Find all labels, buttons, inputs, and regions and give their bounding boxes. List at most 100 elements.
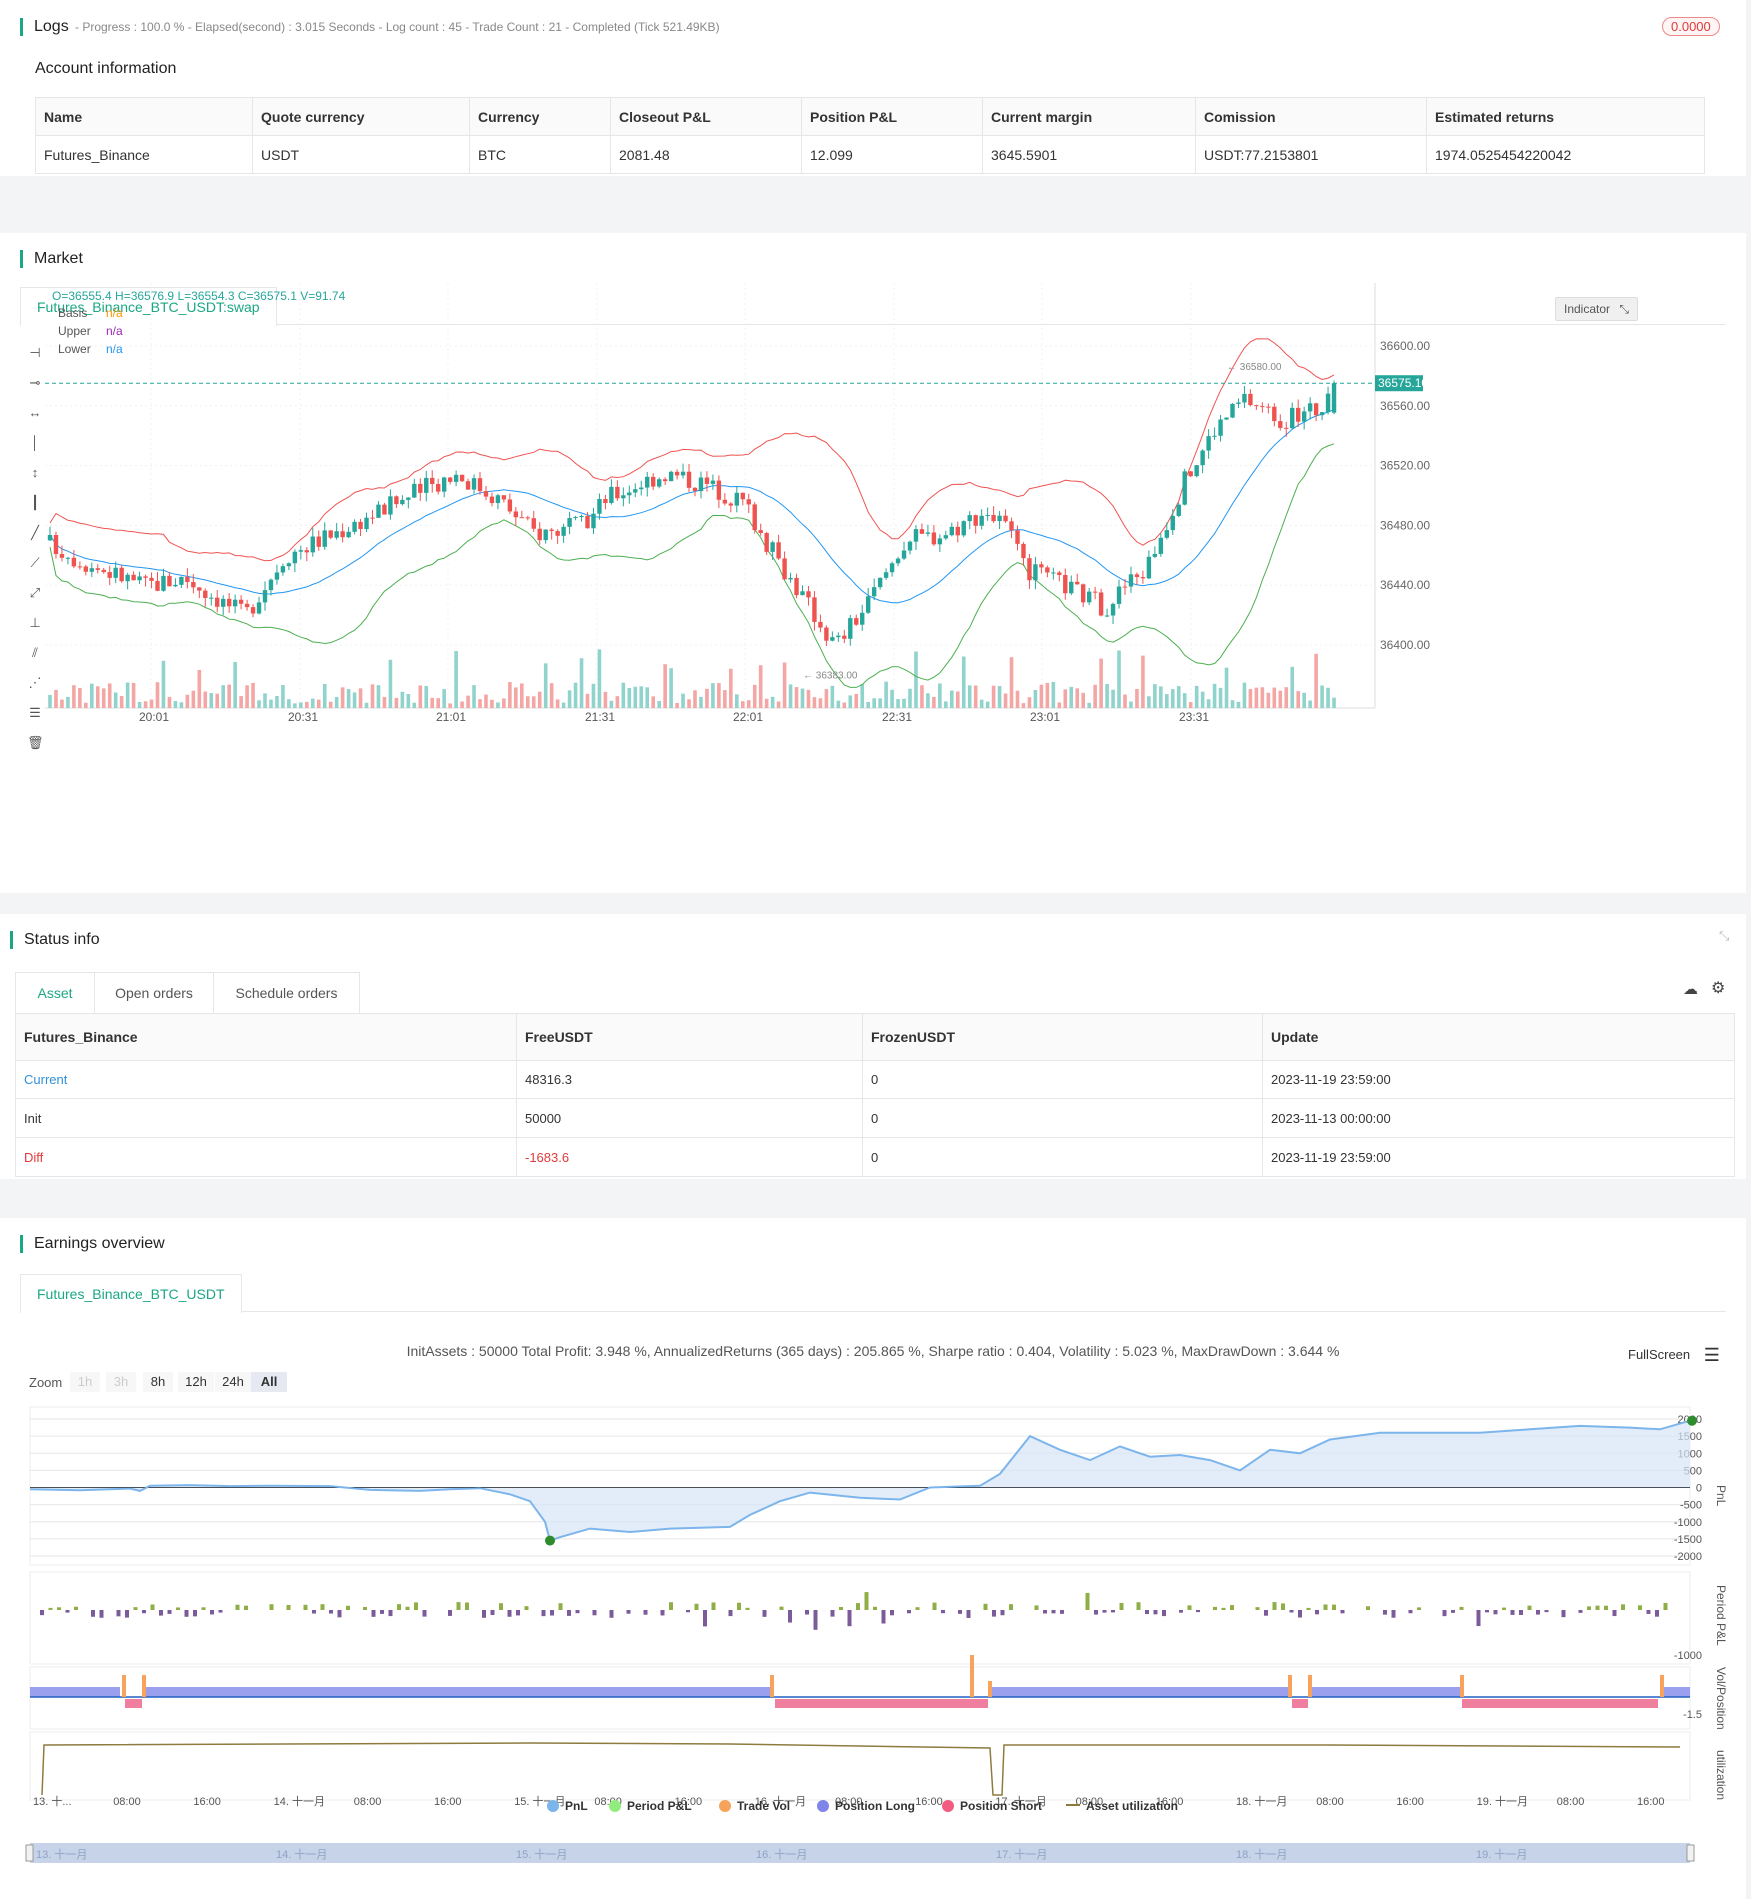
vertical-line-icon[interactable]: │	[30, 435, 40, 450]
volume-bar	[454, 650, 458, 708]
volume-bar	[860, 684, 865, 708]
tab-schedule-orders[interactable]: Schedule orders	[213, 972, 360, 1014]
vertical-ray-icon[interactable]: ↕	[31, 465, 39, 480]
period-bar	[176, 1607, 180, 1610]
legend-marker	[547, 1800, 559, 1812]
segment-line-icon[interactable]: ⤢	[29, 585, 41, 600]
candle-body	[513, 511, 519, 518]
candle-body	[537, 528, 542, 541]
tab-market-symbol[interactable]: Futures_Binance_BTC_USDT:swap	[20, 287, 277, 326]
period-bar	[643, 1610, 648, 1615]
price-line-icon[interactable]: ⊥	[29, 615, 41, 630]
tab-open-orders[interactable]: Open orders	[94, 972, 214, 1014]
candle-body	[215, 597, 220, 607]
candle-body	[1260, 406, 1265, 408]
volume-bar	[758, 665, 763, 708]
zoom-all[interactable]: All	[251, 1372, 287, 1392]
candle-body	[525, 517, 530, 519]
zoom-1h[interactable]: 1h	[70, 1372, 100, 1392]
volume-bar	[1051, 682, 1056, 708]
volume-bar	[675, 702, 679, 708]
period-tick: -1000	[1674, 1650, 1702, 1662]
expand-icon: ⤡	[1619, 302, 1629, 316]
period-bar	[779, 1606, 784, 1610]
legend-upper: Upper n/a	[58, 324, 123, 338]
period-bar	[1527, 1605, 1532, 1610]
trash-icon[interactable]: 🗑	[27, 735, 44, 750]
candle-body	[680, 471, 686, 476]
row-label-diff: Diff	[15, 1137, 517, 1177]
volume-bar	[806, 689, 811, 708]
fullscreen-button[interactable]: FullScreen ☰	[1628, 1345, 1720, 1366]
candle-body	[203, 590, 208, 598]
volume-bar	[287, 699, 291, 708]
fib-icon[interactable]: ⋰	[28, 675, 42, 690]
earnings-chart[interactable]: 2000150010005000-500-1000-1500-2000PnL-1…	[0, 1405, 1751, 1895]
period-frame	[29, 1571, 1691, 1665]
time-axis-tick: 16:00	[915, 1796, 943, 1808]
zoom-24h[interactable]: 24h	[215, 1372, 251, 1392]
candle-body	[197, 587, 202, 591]
candle-body	[1158, 537, 1164, 554]
volume-bar	[125, 682, 130, 708]
fib-levels-icon[interactable]: ☰	[29, 705, 41, 720]
volume-bar	[161, 660, 166, 708]
menu-icon[interactable]: ☰	[1703, 1345, 1720, 1365]
collapse-icon[interactable]: ⤡	[1719, 928, 1730, 943]
volume-bar	[442, 689, 446, 708]
candle-body	[107, 572, 112, 578]
horizontal-ray-icon[interactable]: ⊸	[29, 375, 41, 390]
ray-line-icon[interactable]: ⟋	[30, 555, 40, 570]
horizontal-segment-icon[interactable]: ↔	[28, 405, 42, 420]
candle-body	[1176, 504, 1181, 516]
vertical-segment-icon[interactable]: ┃	[31, 495, 39, 510]
trade-vol-bar	[988, 1681, 992, 1697]
period-bar	[856, 1603, 860, 1610]
candle-body	[185, 576, 190, 583]
navigator-range	[30, 1843, 1690, 1863]
volume-bar	[233, 662, 237, 708]
zoom-3h[interactable]: 3h	[106, 1372, 136, 1392]
trend-line-icon[interactable]: ╱	[31, 525, 39, 540]
time-axis-tick: 16:00	[434, 1796, 462, 1808]
candle-body	[250, 607, 256, 614]
candle-body	[507, 499, 513, 512]
candle-body	[310, 536, 315, 553]
candle-body	[913, 529, 919, 542]
asset-header-row: Futures_Binance FreeUSDT FrozenUSDT Upda…	[15, 1013, 1735, 1061]
tab-earnings-symbol[interactable]: Futures_Binance_BTC_USDT	[20, 1274, 242, 1313]
period-bar	[1451, 1610, 1455, 1613]
zoom-12h[interactable]: 12h	[178, 1372, 214, 1392]
period-bar	[159, 1610, 163, 1616]
volume-bar	[137, 701, 142, 708]
indicator-button[interactable]: Indicator ⤡	[1555, 297, 1638, 321]
period-bar	[1298, 1610, 1302, 1618]
parallel-channel-icon[interactable]: ⫽	[32, 645, 38, 660]
settings-icon[interactable]: ⚙	[1711, 980, 1726, 997]
candle-body	[406, 497, 411, 500]
period-bar	[558, 1603, 563, 1610]
candle-body	[836, 635, 841, 638]
tab-asset[interactable]: Asset	[15, 972, 95, 1014]
candle-body	[471, 478, 477, 490]
candle-body	[262, 590, 268, 603]
zoom-8h[interactable]: 8h	[143, 1372, 173, 1392]
period-bar	[626, 1610, 631, 1614]
cloud-icon[interactable]: ☁	[1683, 981, 1698, 998]
volume-bar	[418, 685, 423, 708]
period-bar	[312, 1610, 316, 1614]
candle-body	[848, 618, 853, 639]
period-bar	[839, 1606, 843, 1610]
volume-bar	[1135, 689, 1139, 708]
candle-body	[280, 566, 286, 573]
volume-bar	[472, 685, 476, 708]
candle-body	[382, 504, 387, 515]
candlestick-chart[interactable]: 36600.00 36560.00 36520.00 36480.00 36440.00…	[45, 283, 1745, 753]
volume-bar	[310, 698, 315, 708]
horizontal-line-icon[interactable]: ⊣	[29, 345, 41, 360]
volume-bar	[1087, 702, 1091, 708]
candle-body	[1224, 417, 1229, 420]
price-tick: 36600.00	[1380, 339, 1430, 353]
volume-bar	[525, 696, 530, 708]
volume-bar	[1063, 689, 1068, 708]
